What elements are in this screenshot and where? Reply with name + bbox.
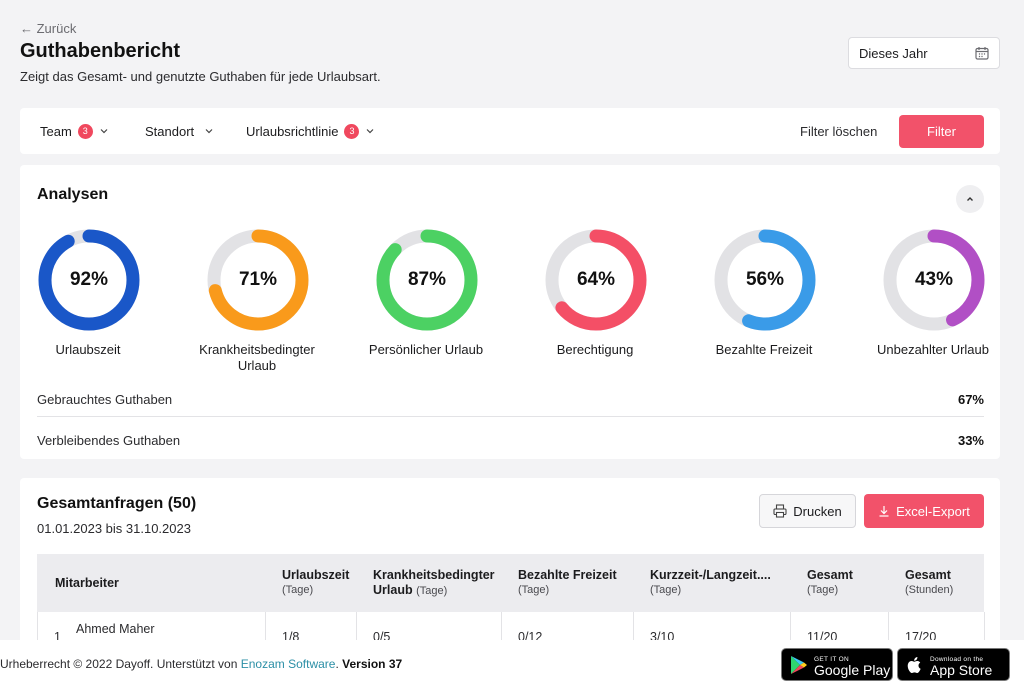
used-credit-value: 67% (957, 391, 984, 407)
standort-filter[interactable]: Standort (145, 108, 214, 154)
policy-filter-count-badge: 3 (344, 123, 360, 139)
table-header: Mitarbeiter Urlaubszeit (Tage) Krankheits… (37, 554, 984, 612)
analytics-title: Analysen (37, 186, 109, 203)
used-credit-row: Gebrauchtes Guthaben 67% (37, 379, 984, 419)
company-link[interactable]: Enozam Software (240, 657, 336, 671)
chevron-down-icon (99, 126, 109, 136)
print-button-label: Drucken (793, 503, 842, 519)
donut-chart: 92% (37, 228, 141, 332)
donut-label: Unbezahlter Urlaub (876, 342, 989, 357)
donut-label: Berechtigung (556, 342, 634, 357)
requests-card: Gesamtanfragen (50) 01.01.2023 bis 31.10… (20, 478, 1000, 648)
google-play-icon (791, 655, 807, 674)
app-store-big-text: App Store (930, 661, 993, 678)
team-filter-count-badge: 3 (77, 123, 93, 139)
donut-arc (38, 229, 140, 331)
apple-icon (907, 656, 921, 673)
donut-percentage: 71% (238, 269, 278, 290)
period-select[interactable]: Dieses Jahr (848, 37, 1000, 69)
policy-filter-label: Urlaubsrichtlinie (246, 123, 339, 139)
remaining-credit-value: 33% (957, 432, 984, 448)
donut-chart: 87% (375, 228, 479, 332)
column-header-total-days[interactable]: Gesamt (Tage) (807, 568, 853, 596)
requests-title: Gesamtanfragen (50) (37, 495, 197, 512)
footer-copyright: Urheberrecht © 2022 Dayoff. Unterstützt … (0, 657, 403, 671)
donut-arc (714, 229, 816, 331)
printer-icon (773, 504, 787, 518)
column-header-sick-leave[interactable]: Krankheitsbedingter Urlaub (Tage) (373, 567, 495, 597)
apply-filter-button[interactable]: Filter (899, 115, 984, 148)
donut-arc (207, 229, 309, 331)
clear-filter-button[interactable]: Filter löschen (800, 123, 878, 139)
google-play-button[interactable]: GET IT ON Google Play (781, 648, 893, 681)
chevron-up-icon (965, 194, 975, 204)
donut-percentage: 56% (745, 269, 785, 290)
app-store-button[interactable]: Download on the App Store (897, 648, 1010, 681)
standort-filter-label: Standort (145, 123, 195, 139)
donut-chart: 64% (544, 228, 648, 332)
date-range: 01.01.2023 bis 31.10.2023 (37, 521, 191, 536)
column-header-vacation[interactable]: Urlaubszeit (Tage) (282, 568, 350, 596)
donut-percentage: 92% (69, 269, 109, 290)
donut-percentage: 87% (407, 269, 447, 290)
donut-label: Persönlicher Urlaub (368, 342, 484, 357)
donut-chart: 43% (882, 228, 986, 332)
donut-label: Krankheitsbedingter Urlaub (199, 342, 315, 373)
download-icon (879, 506, 889, 517)
employee-name: Ahmed Maher (76, 622, 155, 636)
google-play-small-text: GET IT ON (814, 655, 849, 663)
team-filter-label: Team (40, 123, 72, 139)
page-title: Guthabenbericht (20, 40, 181, 62)
filter-bar: Team 3 Standort Urlaubsrichtlinie 3 Filt… (20, 108, 1000, 154)
column-header-paid-time-off[interactable]: Bezahlte Freizeit (Tage) (518, 568, 617, 596)
back-link[interactable]: ← Zurück (20, 21, 77, 36)
donut-label: Urlaubszeit (55, 342, 121, 357)
app-store-small-text: Download on the (930, 655, 984, 663)
team-filter[interactable]: Team 3 (40, 108, 109, 154)
column-header-short-long-term[interactable]: Kurzzeit-/Langzeit.... (Tage) (650, 568, 771, 596)
remaining-credit-row: Verbleibendes Guthaben 33% (37, 420, 984, 460)
excel-export-button[interactable]: Excel-Export (864, 494, 984, 528)
collapse-button[interactable] (956, 185, 984, 213)
page-subtitle: Zeigt das Gesamt- und genutzte Guthaben … (20, 69, 381, 84)
requests-table: Mitarbeiter Urlaubszeit (Tage) Krankheits… (37, 554, 985, 648)
donut-arc (376, 229, 478, 331)
donut-chart: 56% (713, 228, 817, 332)
chevron-down-icon (204, 126, 214, 136)
donut-label: Bezahlte Freizeit (715, 342, 813, 357)
remaining-credit-label: Verbleibendes Guthaben (37, 432, 181, 448)
chevron-down-icon (365, 126, 375, 136)
donut-arc (545, 229, 647, 331)
analytics-card: Analysen 92% Urlaubszeit 71% Krankheitsbedi… (20, 165, 1000, 459)
policy-filter[interactable]: Urlaubsrichtlinie 3 (246, 108, 375, 154)
summary-divider (37, 416, 984, 417)
version-label: Version 37 (342, 657, 403, 671)
used-credit-label: Gebrauchtes Guthaben (37, 391, 173, 407)
footer: Urheberrecht © 2022 Dayoff. Unterstützt … (0, 640, 1024, 689)
column-header-total-hours[interactable]: Gesamt (Stunden) (905, 568, 954, 596)
print-button[interactable]: Drucken (759, 494, 856, 528)
column-header-employee[interactable]: Mitarbeiter (55, 575, 119, 590)
google-play-big-text: Google Play (814, 661, 891, 678)
period-select-value: Dieses Jahr (859, 45, 928, 61)
calendar-icon (975, 46, 989, 60)
donut-percentage: 64% (576, 269, 616, 290)
row-index: 1 (54, 630, 61, 644)
donut-percentage: 43% (914, 269, 954, 290)
donut-arc (883, 229, 985, 331)
donut-chart: 71% (206, 228, 310, 332)
excel-export-label: Excel-Export (896, 503, 970, 519)
employee-cell: 1 Ahmed Maher (38, 612, 266, 648)
